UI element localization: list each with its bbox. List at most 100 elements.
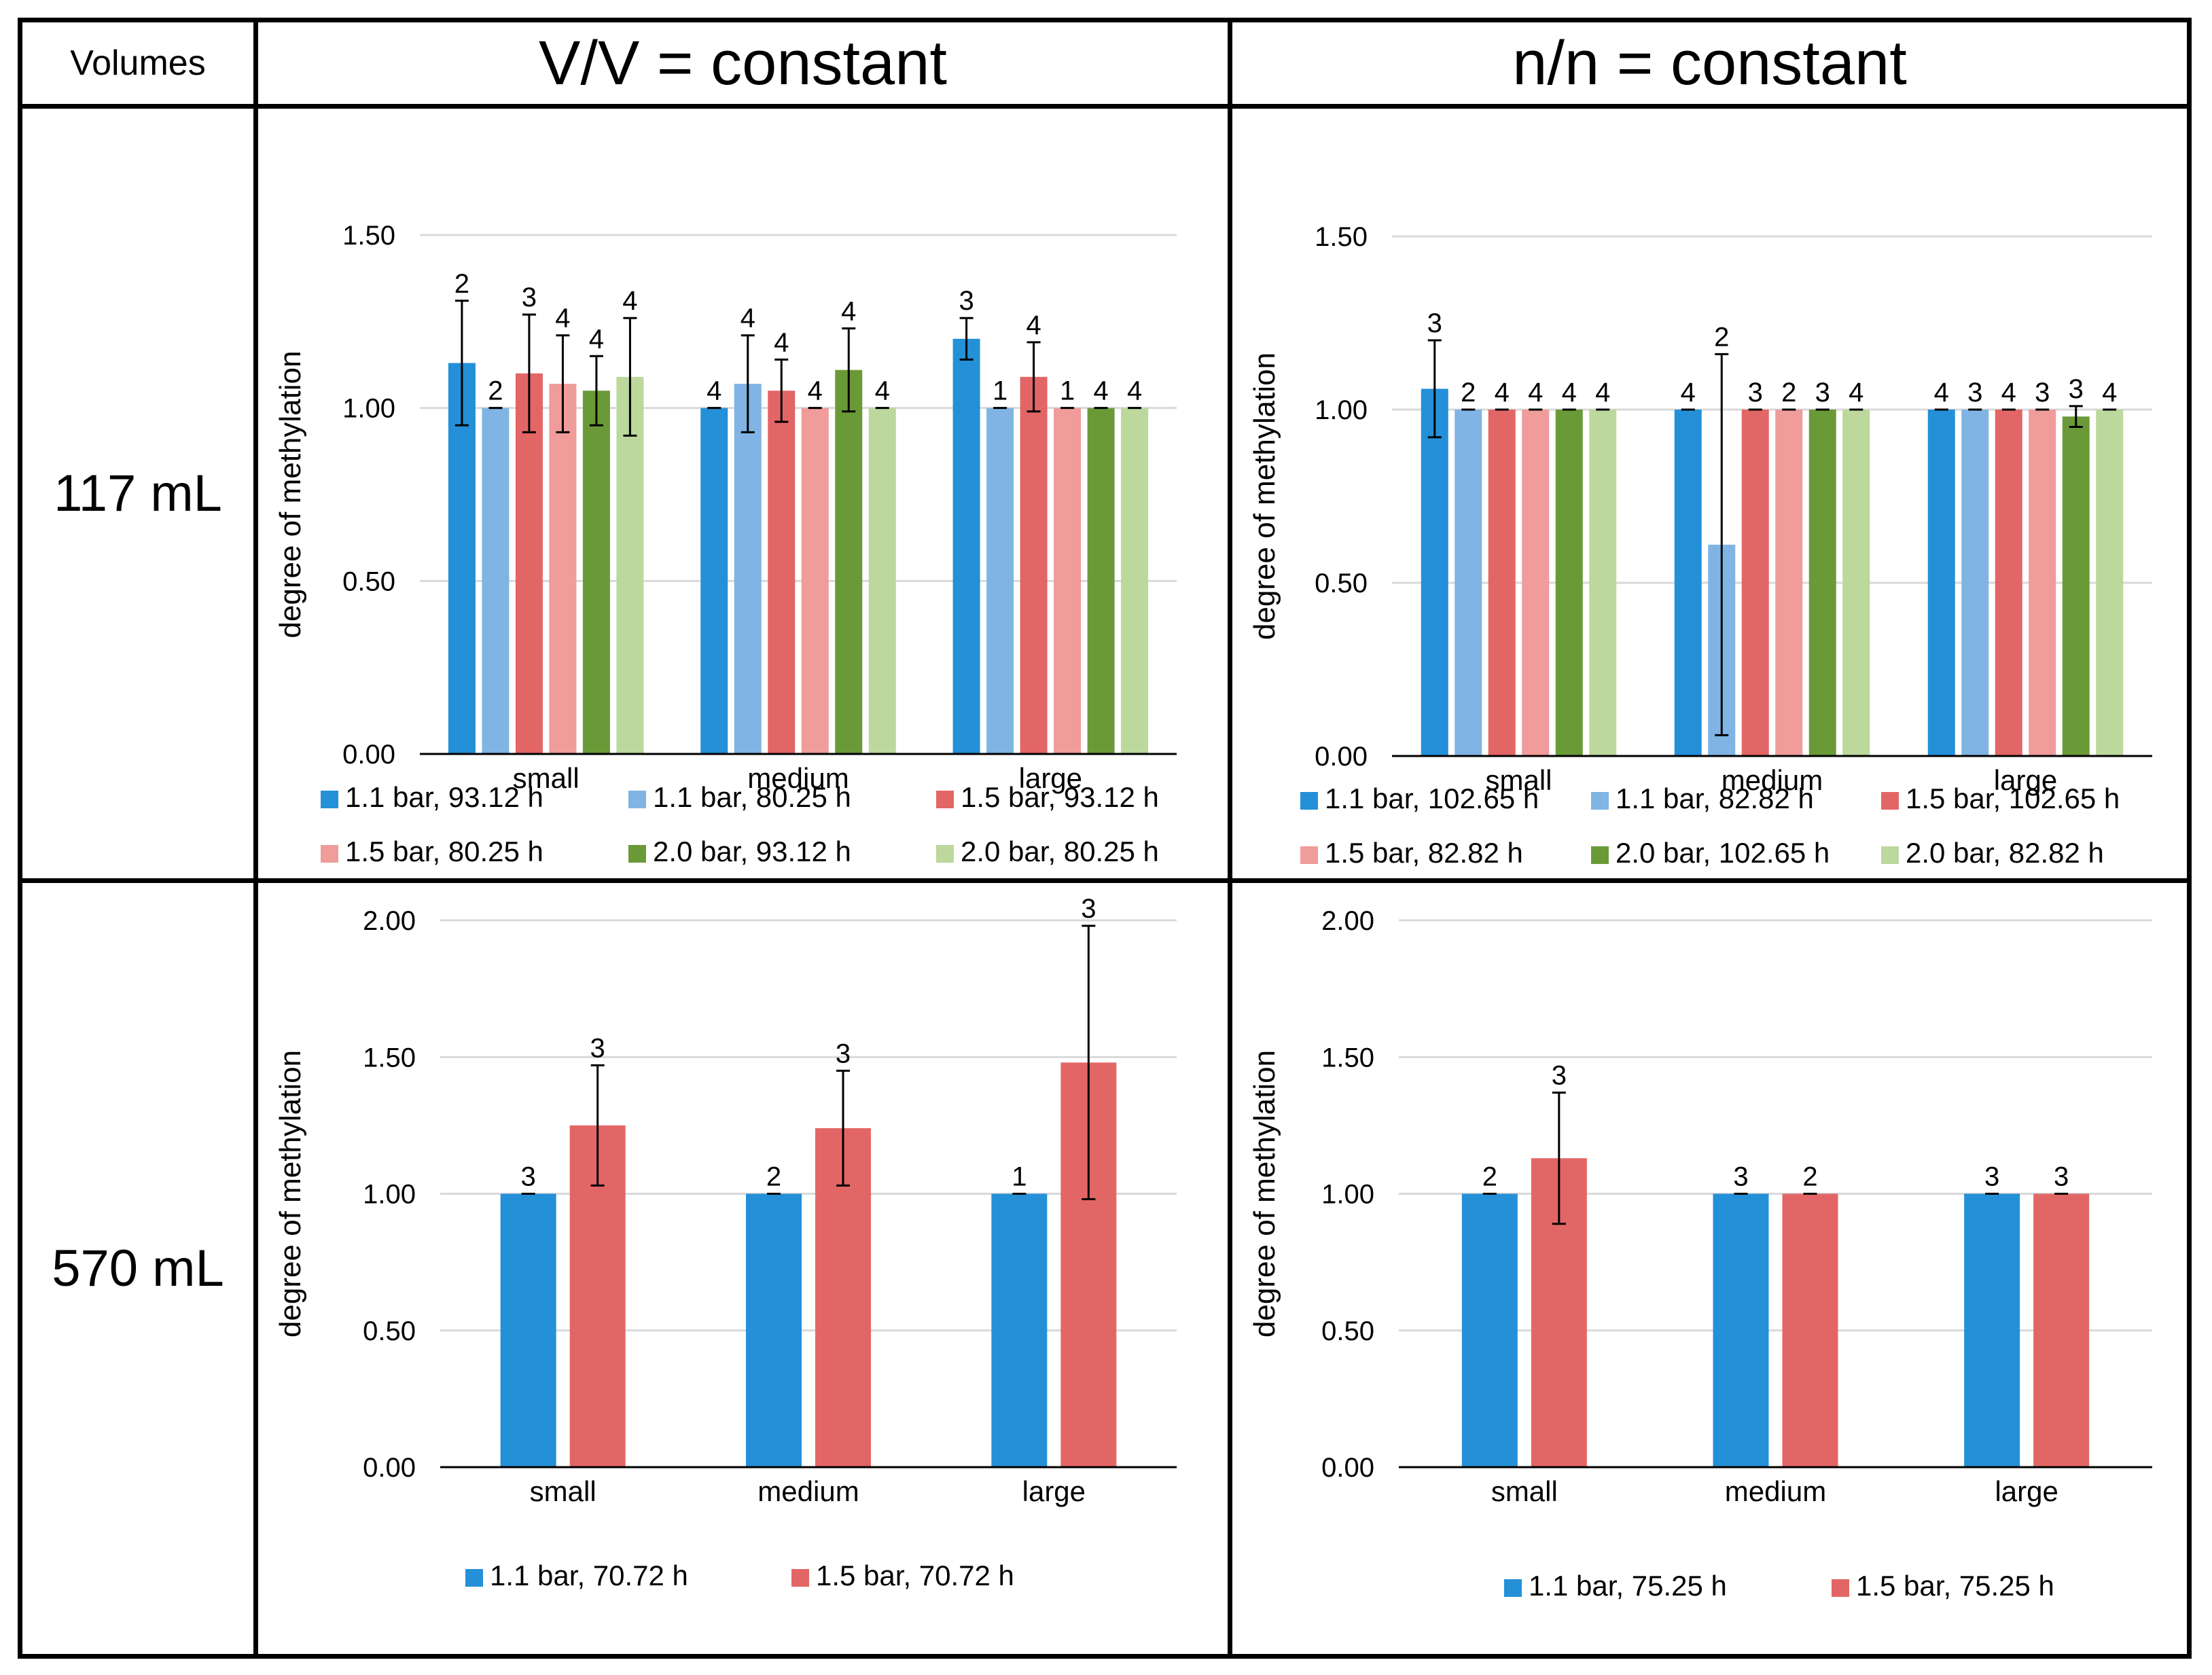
sample-count-label: 2 <box>1461 378 1476 408</box>
legend-swatch <box>1504 1579 1522 1597</box>
chart-cell-vv-117: 0.00 0.50 1.00 1.50 degree of methylation 2 2 3… <box>253 104 1228 878</box>
sample-count-label: 3 <box>1984 1162 1999 1192</box>
legend-swatch <box>628 791 646 808</box>
sample-count-label: 4 <box>1934 378 1949 408</box>
sample-count-label: 3 <box>1967 378 1982 408</box>
legend-label: 1.1 bar, 93.12 h <box>345 781 543 813</box>
sample-count-label: 4 <box>589 324 604 354</box>
sample-count-label: 4 <box>1495 378 1510 408</box>
y-tick-label: 0.00 <box>342 740 395 770</box>
bar <box>1555 410 1583 756</box>
sample-count-label: 2 <box>454 269 469 299</box>
sample-count-label: 3 <box>2069 374 2084 404</box>
bar <box>746 1193 802 1467</box>
bar <box>1488 410 1516 756</box>
sample-count-label: 3 <box>590 1033 605 1063</box>
sample-count-label: 3 <box>959 286 974 316</box>
bar <box>952 338 980 754</box>
bar <box>1522 410 1550 756</box>
sample-count-label: 4 <box>2102 378 2117 408</box>
y-axis-label: degree of methylation <box>274 1050 307 1337</box>
legend-swatch <box>791 1569 809 1587</box>
sample-count-label: 3 <box>2054 1162 2069 1192</box>
sample-count-label: 2 <box>488 376 503 406</box>
column-header-nn: n/n = constant <box>1228 22 2187 104</box>
bar <box>700 408 728 754</box>
row-header-570: 570 mL <box>22 878 253 1654</box>
x-category-label: medium <box>747 762 849 794</box>
bar <box>482 408 510 754</box>
legend-label: 1.1 bar, 80.25 h <box>653 781 851 813</box>
legend-swatch <box>1591 792 1609 810</box>
bar <box>801 408 829 754</box>
chart-cell-nn-570: 0.00 0.50 1.00 1.50 2.00 degree of methylatio… <box>1228 878 2187 1654</box>
x-category-label: medium <box>1722 764 1823 796</box>
y-tick-label: 1.50 <box>342 221 395 251</box>
y-tick-label: 2.00 <box>1321 906 1374 936</box>
sample-count-label: 3 <box>522 283 537 312</box>
x-category-label: medium <box>757 1475 859 1507</box>
bar <box>1087 408 1115 754</box>
sample-count-label: 1 <box>1012 1162 1027 1192</box>
y-tick-label: 0.00 <box>1315 742 1368 772</box>
y-tick-label: 1.50 <box>363 1043 416 1073</box>
chart-vv-117: 0.00 0.50 1.00 1.50 degree of methylation 2 2 3… <box>274 221 1177 867</box>
legend-label: 2.0 bar, 102.65 h <box>1616 837 1830 869</box>
legend-swatch <box>321 791 338 808</box>
sample-count-label: 2 <box>1482 1162 1497 1192</box>
legend-label: 1.1 bar, 82.82 h <box>1616 782 1814 814</box>
results-table: Volumes V/V = constant n/n = constant 11… <box>18 18 2192 1659</box>
y-tick-label: 1.00 <box>342 394 395 424</box>
x-category-label: small <box>530 1475 596 1507</box>
bar <box>448 363 476 754</box>
bar <box>1421 389 1448 756</box>
legend-swatch <box>1881 846 1899 864</box>
x-category-label: medium <box>1725 1475 1826 1507</box>
bar <box>991 1193 1048 1467</box>
sample-count-label: 1 <box>993 376 1007 406</box>
y-tick-label: 0.50 <box>1321 1316 1374 1346</box>
sample-count-label: 4 <box>622 286 637 316</box>
legend-label: 2.0 bar, 80.25 h <box>961 835 1159 867</box>
bar <box>1842 410 1870 756</box>
x-category-label: large <box>1994 764 2057 796</box>
bar <box>2029 410 2056 756</box>
bar <box>1589 410 1617 756</box>
sample-count-label: 4 <box>1026 310 1041 340</box>
y-tick-label: 1.00 <box>1315 395 1368 425</box>
sample-count-label: 3 <box>1748 378 1763 408</box>
x-category-label: small <box>1485 764 1552 796</box>
bar <box>1927 410 1955 756</box>
bar <box>616 376 644 754</box>
y-tick-label: 0.50 <box>363 1316 416 1346</box>
legend-label: 2.0 bar, 93.12 h <box>653 835 851 867</box>
sample-count-label: 4 <box>555 304 570 334</box>
y-tick-label: 1.00 <box>363 1180 416 1210</box>
bar <box>1674 410 1702 756</box>
legend-swatch <box>321 845 338 863</box>
y-tick-label: 0.50 <box>342 566 395 596</box>
y-tick-label: 0.50 <box>1315 569 1368 598</box>
legend-swatch <box>1300 846 1318 864</box>
bar <box>734 384 762 754</box>
bar <box>2033 1193 2090 1467</box>
y-tick-label: 0.00 <box>1321 1453 1374 1483</box>
bar <box>835 370 863 754</box>
x-category-label: large <box>1995 1475 2058 1507</box>
chart-cell-vv-570: 0.00 0.50 1.00 1.50 2.00 degree of methylatio… <box>253 878 1228 1654</box>
legend-swatch <box>936 791 954 808</box>
y-tick-label: 1.00 <box>1321 1180 1374 1210</box>
sample-count-label: 4 <box>808 376 823 406</box>
sample-count-label: 3 <box>1081 894 1096 924</box>
legend-swatch <box>628 845 646 863</box>
legend-swatch <box>465 1569 483 1587</box>
sample-count-label: 4 <box>1681 378 1696 408</box>
y-tick-label: 2.00 <box>363 906 416 936</box>
sample-count-label: 2 <box>766 1162 781 1192</box>
bar <box>1054 408 1082 754</box>
sample-count-label: 2 <box>1802 1162 1817 1192</box>
legend-label: 1.1 bar, 75.25 h <box>1529 1570 1727 1602</box>
legend-label: 1.5 bar, 102.65 h <box>1906 782 2120 814</box>
